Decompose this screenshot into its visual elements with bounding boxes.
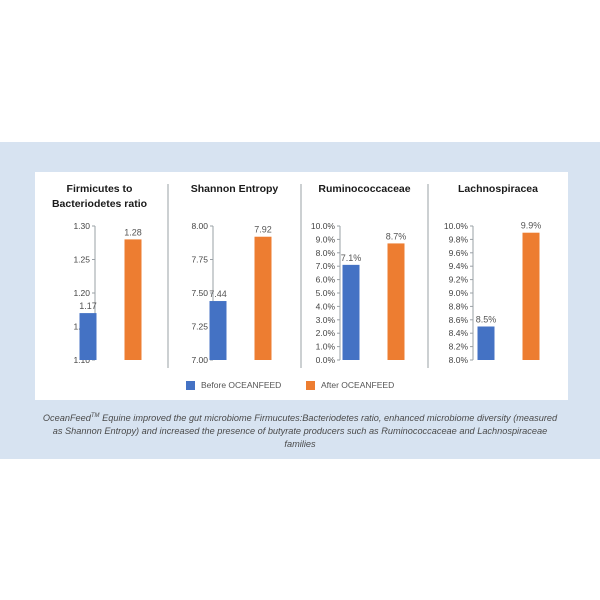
data-label: 9.9%	[521, 221, 542, 231]
y-tick-label: 1.30	[73, 221, 90, 231]
y-tick-label: 9.0%	[316, 234, 336, 244]
bar-before	[79, 313, 97, 360]
bar-before	[342, 264, 360, 360]
y-tick-label: 8.00	[191, 221, 208, 231]
bar-after	[254, 236, 272, 360]
bar-before	[209, 301, 227, 360]
y-tick-label: 8.0%	[449, 355, 469, 365]
y-tick-label: 9.4%	[449, 261, 469, 271]
caption: OceanFeedTM Equine improved the gut micr…	[40, 410, 560, 451]
y-tick-label: 1.0%	[316, 342, 336, 352]
y-tick-label: 1.20	[73, 288, 90, 298]
y-tick-label: 7.75	[191, 255, 208, 265]
legend-swatch-before	[186, 380, 195, 390]
y-tick-label: 9.6%	[449, 248, 469, 258]
legend: Before OCEANFEED After OCEANFEED	[0, 380, 600, 396]
y-tick-label: 10.0%	[444, 221, 469, 231]
y-tick-label: 4.0%	[316, 301, 336, 311]
data-label: 1.28	[124, 227, 142, 237]
data-label: 1.17	[79, 301, 97, 311]
y-tick-label: 2.0%	[316, 328, 336, 338]
bar-before	[477, 326, 495, 360]
data-label: 8.5%	[476, 315, 497, 325]
legend-item-before: Before OCEANFEED	[186, 380, 281, 390]
y-tick-label: 8.8%	[449, 301, 469, 311]
data-label: 8.7%	[386, 231, 407, 241]
data-label: 7.92	[254, 225, 272, 235]
y-tick-label: 10.0%	[311, 221, 336, 231]
y-tick-label: 5.0%	[316, 288, 336, 298]
caption-trademark: TM	[90, 413, 100, 419]
chart-title: Firmicutes to	[67, 183, 133, 195]
y-tick-label: 8.2%	[449, 342, 469, 352]
y-tick-label: 9.0%	[449, 288, 469, 298]
y-tick-label: 6.0%	[316, 275, 336, 285]
caption-brand: OceanFeed	[42, 413, 91, 424]
data-label: 7.1%	[341, 253, 362, 263]
legend-label-before: Before OCEANFEED	[201, 380, 282, 390]
legend-label-after: After OCEANFEED	[321, 380, 395, 390]
chart-title: Ruminococcaceae	[318, 183, 410, 195]
y-tick-label: 8.6%	[449, 315, 469, 325]
chart-title: Bacteriodetes ratio	[52, 198, 147, 210]
y-tick-label: 7.25	[191, 322, 208, 332]
chart-title: Lachnospiracea	[458, 183, 538, 195]
legend-item-after: After OCEANFEED	[306, 380, 394, 390]
y-tick-label: 8.4%	[449, 328, 469, 338]
y-tick-label: 7.0%	[316, 261, 336, 271]
y-tick-label: 9.8%	[449, 234, 469, 244]
bar-after	[124, 239, 142, 360]
y-tick-label: 7.50	[191, 288, 208, 298]
y-tick-label: 1.25	[73, 255, 90, 265]
y-tick-label: 3.0%	[316, 315, 336, 325]
y-tick-label: 9.2%	[449, 275, 469, 285]
bar-after	[387, 243, 405, 360]
y-tick-label: 0.0%	[316, 355, 336, 365]
y-tick-label: 8.0%	[316, 248, 336, 258]
chart-title: Shannon Entropy	[191, 183, 279, 195]
legend-swatch-after	[306, 380, 315, 390]
data-label: 7.44	[209, 289, 227, 299]
y-tick-label: 7.00	[191, 355, 208, 365]
bar-after	[522, 232, 540, 360]
caption-text: Equine improved the gut microbiome Firmu…	[52, 413, 558, 450]
